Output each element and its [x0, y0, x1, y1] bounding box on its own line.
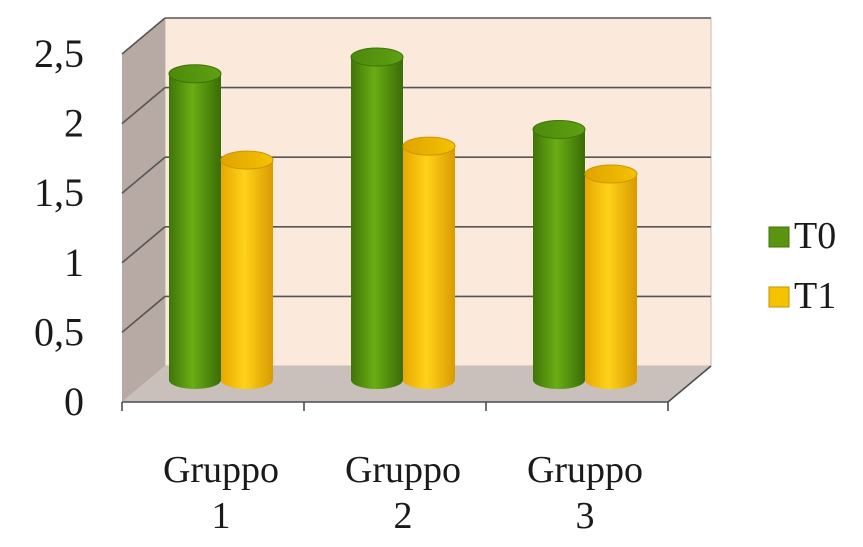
x-category-label: Gruppo — [163, 449, 279, 491]
x-category-label: 3 — [576, 495, 595, 537]
x-category-label: Gruppo — [345, 449, 461, 491]
bar-T0-3 — [532, 119, 586, 389]
gridline-side — [121, 17, 166, 55]
bar-body — [533, 129, 585, 389]
x-category-label: 2 — [394, 495, 413, 537]
bar-body — [403, 146, 455, 389]
bar-body — [585, 173, 637, 389]
side-wall — [122, 18, 165, 402]
legend-label-T0: T0 — [794, 215, 836, 257]
gridline-side — [121, 86, 166, 125]
bar-top — [532, 119, 586, 139]
y-axis-tick-labels: 0 0,5 1 1,5 2 2,5 — [34, 31, 84, 424]
bar-body — [169, 73, 221, 389]
y-tick-label: 1,5 — [34, 170, 84, 215]
bar-top — [350, 47, 404, 67]
bars — [168, 47, 638, 389]
bar-T1-2 — [402, 136, 456, 389]
bar-body — [221, 160, 273, 389]
legend-label-T1: T1 — [794, 275, 836, 317]
bar-top — [402, 136, 456, 156]
gridline-side — [121, 295, 166, 334]
y-tick-label: 0,5 — [34, 309, 84, 354]
y-tick-label: 2,5 — [34, 31, 84, 76]
legend-swatch-T1 — [768, 286, 790, 308]
bar-top — [584, 164, 638, 184]
bar-body — [351, 57, 403, 389]
gridline-side — [121, 156, 166, 194]
x-category-label: 1 — [212, 495, 231, 537]
bar-T0-2 — [350, 47, 404, 389]
bar-top — [168, 64, 222, 84]
bar-T1-1 — [220, 150, 274, 389]
y-tick-label: 1 — [64, 240, 84, 285]
legend-swatch-T0 — [768, 226, 790, 248]
y-tick-label: 0 — [64, 379, 84, 424]
bar-T1-3 — [584, 164, 638, 389]
bar-T0-1 — [168, 64, 222, 389]
y-tick-label: 2 — [64, 101, 84, 146]
bar-top — [220, 150, 274, 170]
x-category-label: Gruppo — [527, 449, 643, 491]
gridline-side — [121, 226, 166, 264]
x-axis-depth-line — [667, 365, 712, 403]
